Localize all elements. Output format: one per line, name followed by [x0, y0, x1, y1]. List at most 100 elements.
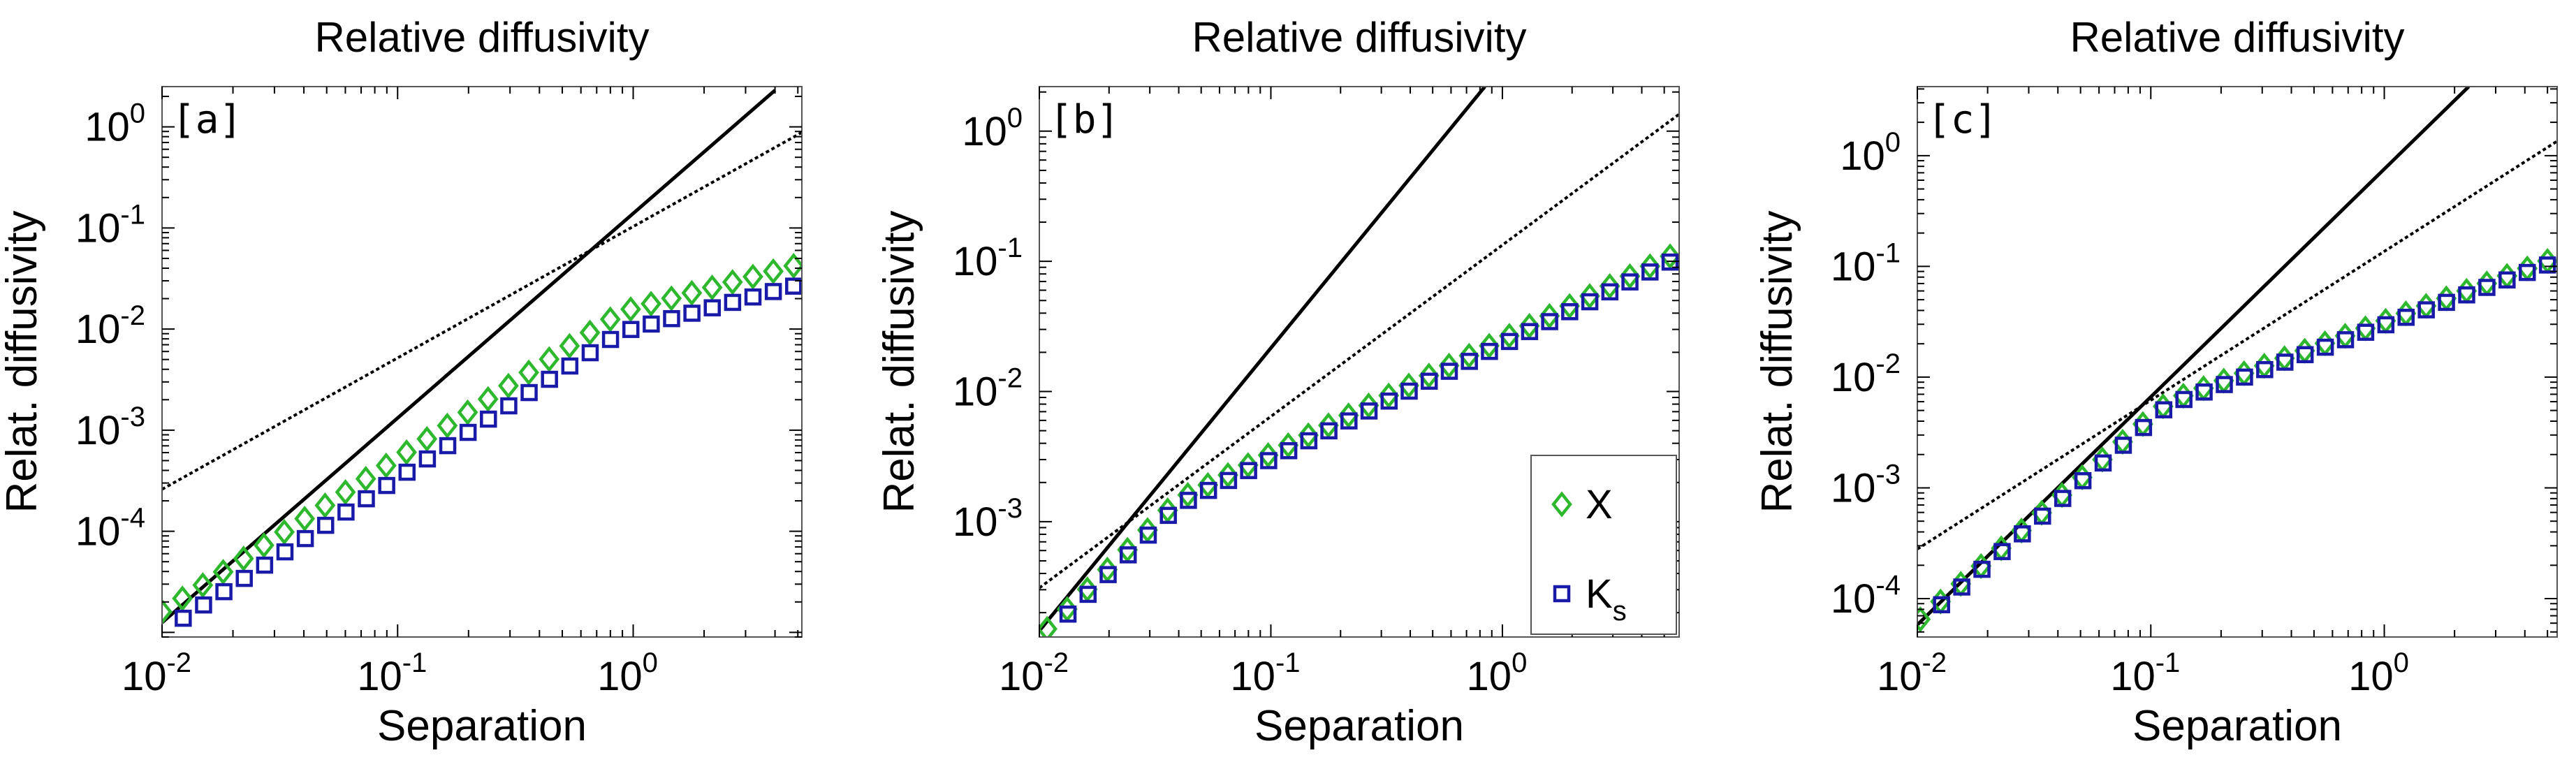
series-x-point — [783, 252, 802, 279]
series-ks-point — [520, 383, 538, 402]
series-ks-point — [459, 423, 477, 441]
series-ks-point — [622, 321, 640, 338]
series-x-point — [1257, 442, 1279, 469]
series-x-point — [1318, 412, 1339, 439]
series-ks-point — [2074, 471, 2092, 490]
series-ks-point — [2135, 418, 2153, 437]
series-ks-point — [1059, 605, 1077, 623]
series-ks-point — [2458, 286, 2475, 304]
series-x-point — [701, 274, 723, 301]
series-ks-point — [2276, 353, 2294, 371]
y-axis-label: Relat. diffusivity — [875, 210, 923, 513]
chart-title: Relative diffusivity — [1192, 14, 1526, 61]
series-ks-point — [744, 288, 762, 306]
series-ks-point — [1180, 492, 1197, 509]
series-ks-point — [1500, 332, 1518, 351]
series-ks-point — [2195, 383, 2213, 401]
y-tick-label: 10-1 — [75, 199, 145, 251]
y-tick-label: 10-4 — [75, 503, 145, 555]
series-ks-point — [2014, 525, 2031, 543]
series-ks-point — [418, 450, 437, 468]
x-tick-label: 100 — [597, 647, 658, 699]
series-ks-point — [1440, 363, 1458, 380]
series-x-point — [1338, 402, 1359, 429]
series-x-point — [1039, 615, 1058, 637]
series-ks-point — [316, 516, 335, 534]
series-x-point — [599, 306, 621, 332]
series-ks-point — [2377, 316, 2395, 334]
x-axis-label: Separation — [377, 702, 587, 750]
series-ks-point — [764, 283, 782, 300]
series-ks-point — [439, 437, 457, 455]
solid-reference-line — [1917, 87, 2471, 627]
y-tick-label: 10-2 — [1831, 349, 1901, 400]
series-x-point — [1559, 293, 1581, 319]
series-ks-point — [581, 344, 599, 362]
axes-box — [161, 86, 803, 638]
panel-b: Relative diffusivity 10-2 10-1 100 10-3 10-2 1… — [875, 14, 1680, 750]
series-x-point — [1378, 382, 1400, 409]
series-x-point — [498, 372, 519, 399]
series-ks-point — [1099, 566, 1117, 583]
series-ks-point — [2256, 360, 2274, 379]
axes-box — [1039, 86, 1680, 638]
series-x-point — [1278, 432, 1299, 459]
series-x-point — [233, 546, 254, 572]
series-ks-point — [1621, 273, 1639, 291]
series-x-point — [742, 263, 763, 290]
dotted-reference-line — [1917, 140, 2557, 550]
series-ks-point — [1360, 402, 1378, 420]
series-ks-point — [1973, 560, 1991, 578]
series-x-point — [1197, 471, 1219, 498]
legend: X Ks — [1530, 455, 1677, 635]
series-x-point — [314, 492, 336, 519]
panel-tag: [b] — [1049, 97, 1120, 142]
series-ks-point — [256, 556, 274, 574]
series-ks-point — [378, 476, 395, 495]
series-x-point — [1237, 452, 1259, 478]
y-tick-label: 10-3 — [1831, 459, 1901, 511]
y-tick-label: 10-1 — [953, 233, 1023, 284]
series-x-point — [1438, 352, 1460, 379]
legend-marker-square — [1553, 585, 1571, 603]
series-ks-point — [1933, 596, 1950, 614]
x-tick-label: 10-2 — [1877, 647, 1947, 699]
series-ks-point — [2216, 376, 2233, 393]
series-x-point — [1518, 312, 1540, 339]
series-x-point — [1358, 392, 1380, 419]
series-x-point — [396, 439, 417, 466]
series-x-point — [1157, 497, 1178, 524]
series-x-point — [579, 319, 601, 346]
series-ks-point — [2498, 271, 2516, 289]
series-ks-point — [1641, 263, 1659, 281]
series-x-point — [1458, 342, 1480, 369]
series-ks-point — [541, 370, 558, 388]
y-tick-label: 10-2 — [953, 363, 1023, 415]
series-x-point — [620, 296, 641, 323]
series-ks-point — [1320, 422, 1338, 440]
series-ks-point — [2478, 279, 2496, 296]
series-ks-point — [1461, 353, 1478, 370]
series-ks-point — [1300, 432, 1318, 450]
legend-marker-diamond — [1551, 491, 1572, 518]
series-x-point — [162, 599, 173, 625]
series-ks-point — [1199, 481, 1217, 499]
series-ks-point — [296, 529, 314, 548]
series-ks-point — [663, 309, 680, 328]
series-ks-point — [2357, 323, 2375, 341]
series-ks-point — [2316, 338, 2334, 356]
series-ks-point — [2538, 256, 2556, 274]
series-ks-point — [1400, 382, 1418, 400]
series-ks-point — [703, 299, 721, 316]
series-x-point — [457, 399, 478, 425]
series-ks-point — [1953, 578, 1970, 596]
series-ks-point — [398, 463, 416, 481]
x-tick-label: 10-2 — [122, 647, 191, 699]
dotted-reference-line — [1039, 112, 1679, 590]
series-ks-point — [2236, 368, 2253, 386]
series-ks-point — [2397, 309, 2415, 326]
series-ks-point — [1159, 506, 1177, 525]
y-tick-label: 100 — [85, 98, 145, 150]
series-x-point — [253, 532, 275, 559]
series-ks-point — [561, 357, 579, 375]
